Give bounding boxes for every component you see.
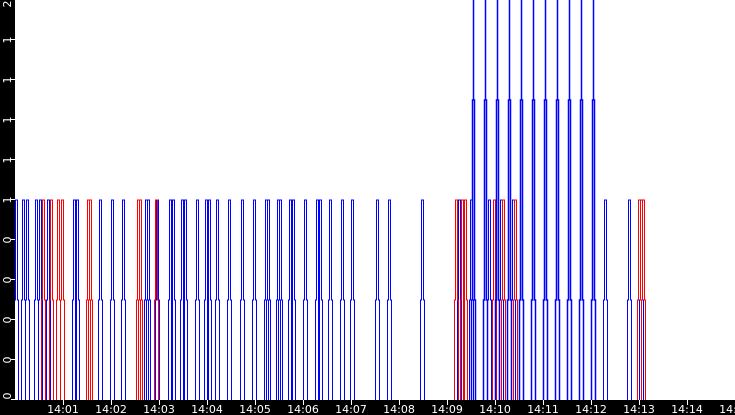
pulse-blue-0-7 — [75, 199, 80, 400]
pulse-blue-2-3 — [506, 0, 513, 400]
pulse-blue-2-9 — [578, 0, 585, 400]
pulse-blue-0-2 — [25, 199, 30, 400]
y-tick-label: 0 — [1, 237, 14, 244]
pulse-blue-0-30 — [291, 199, 296, 400]
pulse-red-1-6 — [136, 199, 141, 400]
y-tick-label: 0 — [1, 317, 14, 324]
pulse-blue-0-33 — [318, 199, 323, 400]
pulse-red-1-7 — [138, 199, 143, 400]
pulse-blue-0-39 — [420, 199, 425, 400]
pulse-blue-0-41 — [469, 199, 474, 400]
pulse-blue-2-1 — [482, 0, 489, 400]
pulse-red-1-14 — [513, 199, 518, 400]
y-tick-label: 0 — [1, 277, 14, 284]
pulse-blue-0-22 — [227, 199, 232, 400]
x-tick-label: 14:07 — [335, 403, 367, 415]
pulse-blue-2-4 — [518, 0, 525, 400]
x-tick-label: 14:10 — [479, 403, 511, 415]
pulse-blue-2-2 — [494, 0, 501, 400]
pulse-blue-0-34 — [328, 199, 333, 400]
pulse-red-1-1 — [49, 199, 54, 400]
pulse-blue-0-12 — [146, 199, 151, 400]
x-tick-label: 14:01 — [47, 403, 79, 415]
pulse-blue-0-38 — [387, 199, 392, 400]
pulse-blue-0-35 — [340, 199, 345, 400]
pulse-blue-2-8 — [566, 0, 573, 400]
pulse-blue-0-36 — [350, 199, 355, 400]
x-tick-label: 14:04 — [191, 403, 223, 415]
x-tick-label: 14:15 — [719, 403, 735, 415]
x-tick-label: 14:13 — [623, 403, 655, 415]
pulse-blue-0-24 — [252, 199, 257, 400]
pulse-red-1-8 — [154, 199, 159, 400]
pulse-blue-0-0 — [14, 199, 19, 400]
pulse-blue-0-45 — [603, 199, 608, 400]
pulse-red-1-13 — [501, 199, 506, 400]
pulse-red-1-2 — [56, 199, 61, 400]
y-tick-label: 1 — [1, 157, 14, 164]
pulse-blue-0-46 — [627, 199, 632, 400]
pulse-blue-2-0 — [470, 0, 477, 400]
pulse-red-1-4 — [86, 199, 91, 400]
pulse-red-1-11 — [463, 199, 468, 400]
x-tick-label: 14:05 — [239, 403, 271, 415]
pulse-blue-0-27 — [276, 199, 281, 400]
pulse-red-1-5 — [88, 199, 93, 400]
pulse-blue-0-25 — [264, 199, 269, 400]
pulse-red-1-16 — [641, 199, 646, 400]
y-tick-label: 2 — [1, 1, 14, 8]
pulse-blue-0-31 — [303, 199, 308, 400]
x-tick-label: 14:11 — [527, 403, 559, 415]
pulse-blue-0-47 — [639, 199, 644, 400]
y-tick-label: 0 — [1, 357, 14, 364]
y-tick-label: 1 — [1, 37, 14, 44]
x-tick-label: 14:03 — [143, 403, 175, 415]
x-tick-label: 14:14 — [671, 403, 703, 415]
x-axis: 14:01 14:02 14:03 14:04 14:05 14:06 14:07 14:08… — [47, 400, 735, 415]
pulse-blue-0-20 — [207, 199, 212, 400]
pulse-blue-0-28 — [278, 199, 283, 400]
x-tick-label: 14:09 — [431, 403, 463, 415]
pulse-blue-2-5 — [530, 0, 537, 400]
pulse-red-1-0 — [41, 199, 46, 400]
y-tick-label: 1 — [1, 197, 14, 204]
pulse-blue-2-7 — [554, 0, 561, 400]
pulse-blue-0-9 — [110, 199, 115, 400]
pulse-blue-2-6 — [542, 0, 549, 400]
y-axis: 0 0 0 0 0 1 1 1 1 1 2 — [1, 1, 15, 400]
pulse-blue-0-17 — [183, 199, 188, 400]
pulse-blue-0-1 — [21, 199, 26, 400]
pulse-blue-0-23 — [240, 199, 245, 400]
x-tick-label: 14:12 — [575, 403, 607, 415]
pulse-blue-0-37 — [375, 199, 380, 400]
pulse-blue-0-3 — [34, 199, 39, 400]
pulse-blue-0-11 — [144, 199, 149, 400]
pulse-red-1-3 — [60, 199, 65, 400]
pulse-blue-2-10 — [590, 0, 597, 400]
plot-area — [14, 0, 646, 400]
pulse-blue-0-18 — [195, 199, 200, 400]
x-tick-label: 14:08 — [383, 403, 415, 415]
pulse-blue-0-10 — [121, 199, 126, 400]
pulse-blue-0-8 — [98, 199, 103, 400]
pulse-blue-0-21 — [215, 199, 220, 400]
x-tick-label: 14:06 — [287, 403, 319, 415]
x-axis-bar — [0, 400, 735, 415]
pulse-red-1-9 — [454, 199, 459, 400]
y-tick-label: 1 — [1, 117, 14, 124]
y-tick-label: 0 — [1, 393, 14, 400]
pulse-blue-0-26 — [266, 199, 271, 400]
x-tick-label: 14:02 — [95, 403, 127, 415]
y-tick-label: 1 — [1, 77, 14, 84]
pulse-blue-0-15 — [171, 199, 176, 400]
y-axis-bar — [0, 0, 15, 415]
